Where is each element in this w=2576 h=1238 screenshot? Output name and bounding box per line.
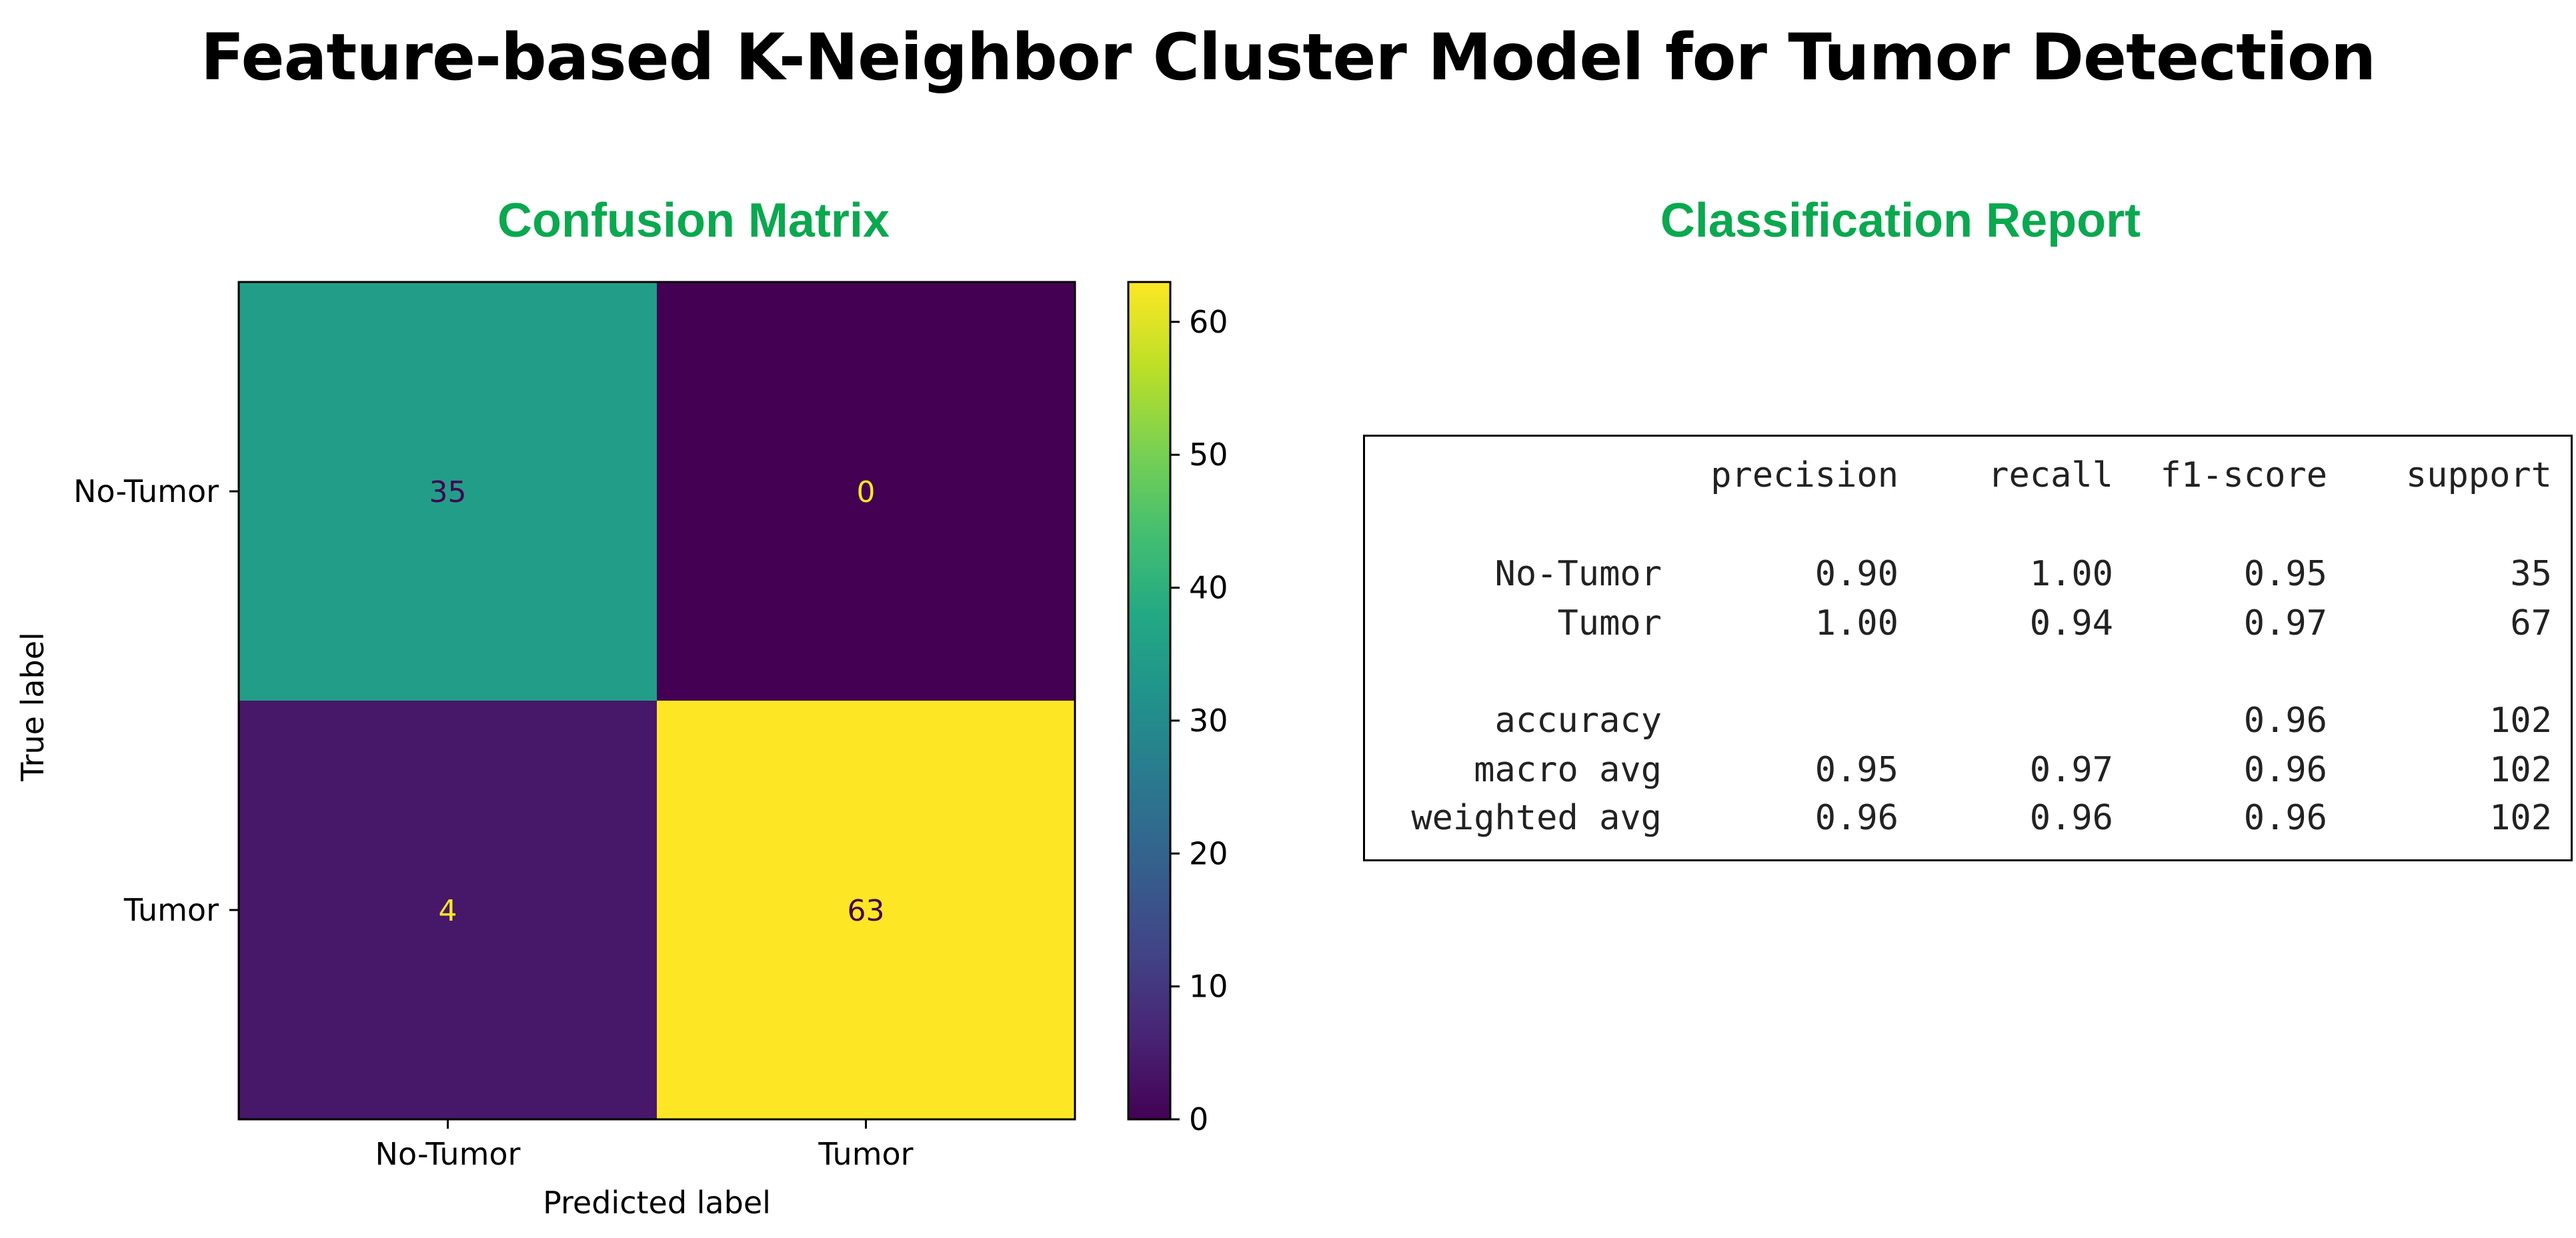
report-cell-f1: 0.96 xyxy=(2243,798,2327,838)
report-cell-f1: 0.96 xyxy=(2243,701,2327,741)
y-tick-label: No-Tumor xyxy=(73,473,219,509)
report-row-label: No-Tumor xyxy=(1494,554,1662,594)
matrix-cell-1-1 xyxy=(657,701,1076,1120)
report-row-label: weighted avg xyxy=(1411,798,1662,838)
report-row-label: macro avg xyxy=(1474,750,1662,790)
y-tick-label: Tumor xyxy=(123,892,219,928)
matrix-cell-0-1 xyxy=(657,282,1076,701)
matrix-cell-1-0 xyxy=(239,701,658,1120)
report-cell-recall: 0.96 xyxy=(2029,798,2113,838)
report-cell-recall: 0.94 xyxy=(2029,603,2113,643)
colorbar-tick-label: 50 xyxy=(1189,437,1228,473)
report-header: support xyxy=(2405,455,2552,495)
report-cell-f1: 0.96 xyxy=(2243,750,2327,790)
report-header: recall xyxy=(1988,455,2113,495)
classification-report-table: precision recall f1-score support No-Tumor 0.… xyxy=(1363,435,2573,861)
colorbar-tick-label: 10 xyxy=(1189,969,1228,1005)
colorbar-tick-label: 0 xyxy=(1189,1101,1208,1137)
report-cell-precision: 1.00 xyxy=(1814,603,1898,643)
colorbar-tick-label: 20 xyxy=(1189,835,1228,871)
colorbar-tick-label: 30 xyxy=(1189,703,1228,739)
cell-value-label: 35 xyxy=(429,475,467,509)
report-cell-recall: 0.97 xyxy=(2029,750,2113,790)
colorbar xyxy=(1127,281,1172,1121)
report-header: precision xyxy=(1710,455,1898,495)
cell-value-label: 0 xyxy=(857,475,876,509)
confusion-matrix-title: Confusion Matrix xyxy=(497,194,890,247)
matrix-frame xyxy=(237,281,1076,1121)
colorbar-tick-label: 60 xyxy=(1189,304,1228,340)
main-title: Feature-based K-Neighbor Cluster Model f… xyxy=(200,20,2376,95)
colorbar-tick-label: 40 xyxy=(1189,570,1228,606)
cell-value-label: 63 xyxy=(848,894,885,928)
report-cell-support: 67 xyxy=(2510,603,2552,643)
matrix-cell-0-0 xyxy=(239,282,658,701)
report-cell-support: 102 xyxy=(2489,701,2552,741)
report-cell-precision: 0.95 xyxy=(1814,750,1898,790)
report-cell-support: 102 xyxy=(2489,750,2552,790)
report-cell-f1: 0.97 xyxy=(2243,603,2327,643)
report-cell-support: 102 xyxy=(2489,798,2552,838)
report-header: f1-score xyxy=(2160,455,2327,495)
x-axis-label: Predicted label xyxy=(543,1185,771,1221)
report-cell-f1: 0.95 xyxy=(2243,554,2327,594)
report-cell-recall: 1.00 xyxy=(2029,554,2113,594)
report-row-label: accuracy xyxy=(1494,701,1662,741)
x-tick-label: No-Tumor xyxy=(375,1136,521,1172)
report-cell-precision: 0.90 xyxy=(1814,554,1898,594)
x-tick-label: Tumor xyxy=(818,1136,913,1172)
classification-report-title: Classification Report xyxy=(1660,194,2141,247)
report-row-label: Tumor xyxy=(1557,603,1662,643)
cell-value-label: 4 xyxy=(439,894,457,928)
report-cell-support: 35 xyxy=(2510,554,2552,594)
y-axis-label: True label xyxy=(15,632,51,782)
report-cell-precision: 0.96 xyxy=(1814,798,1898,838)
